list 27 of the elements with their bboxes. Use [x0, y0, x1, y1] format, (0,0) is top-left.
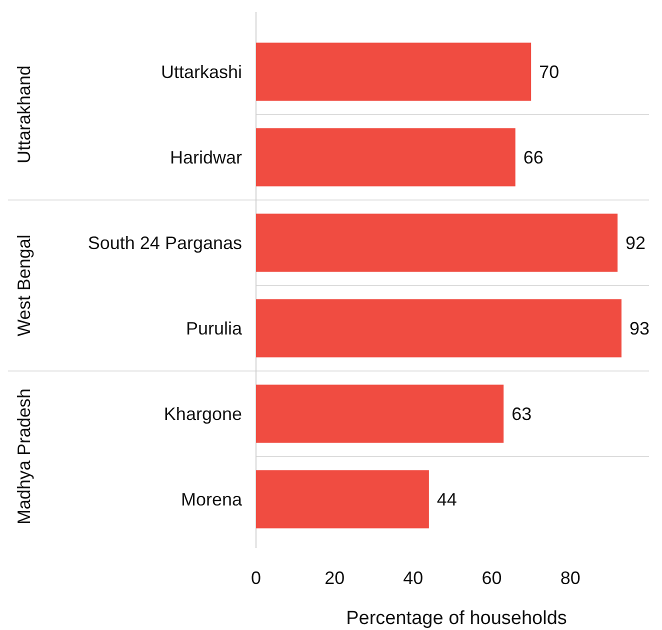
x-tick-label: 20	[324, 568, 345, 588]
x-axis-title: Percentage of households	[346, 608, 567, 629]
bar	[256, 299, 622, 358]
text: Madhya Pradesh	[14, 388, 34, 525]
x-tick-label: 40	[403, 568, 424, 588]
data-label: 70	[539, 62, 560, 82]
y-tick-label: South 24 Parganas	[88, 233, 242, 254]
y-tick-label: Uttarkashi	[160, 62, 242, 82]
x-tick-label: 0	[250, 568, 262, 588]
y-tick-label: Haridwar	[170, 148, 242, 168]
x-tick-label: 80	[560, 568, 580, 588]
bar	[256, 470, 429, 528]
y-tick-label: Purulia	[186, 318, 243, 339]
bar	[256, 128, 516, 186]
bar	[256, 384, 504, 443]
data-label: 93	[629, 318, 650, 339]
y-tick-label: Khargone	[164, 404, 242, 424]
data-label: 92	[626, 233, 646, 254]
text: West Bengal	[14, 234, 34, 336]
data-label: 44	[436, 490, 457, 510]
data-label: 66	[523, 148, 544, 168]
data-label: 63	[512, 404, 532, 424]
bar	[256, 42, 532, 101]
bar	[256, 214, 618, 272]
x-tick-label: 60	[482, 568, 502, 588]
text: Uttarakhand	[14, 65, 34, 164]
y-tick-label: Morena	[180, 490, 243, 510]
